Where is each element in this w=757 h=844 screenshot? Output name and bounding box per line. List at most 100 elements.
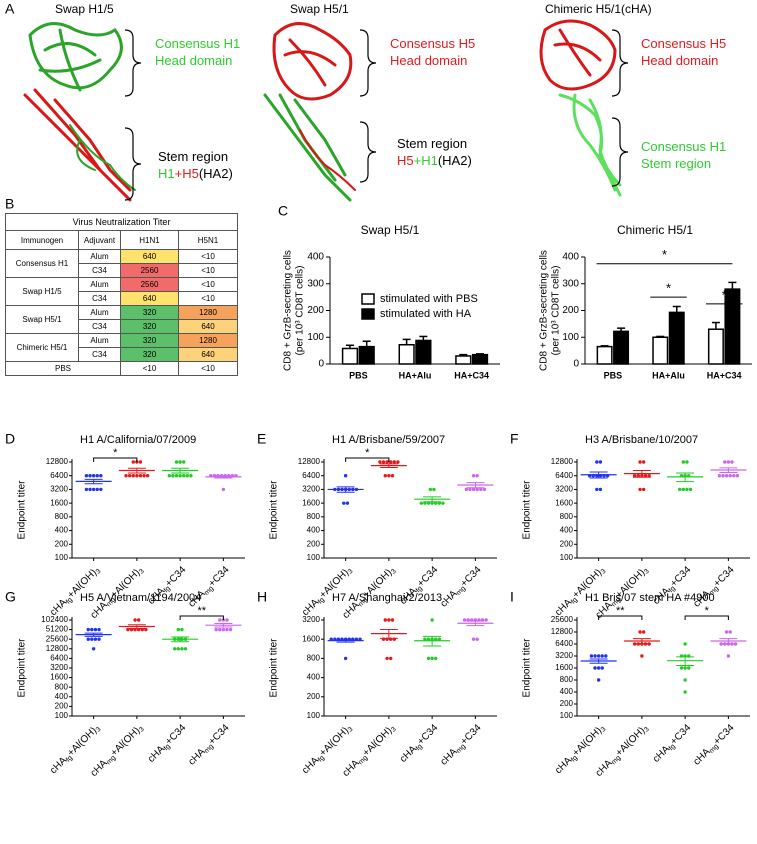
structure-label: Consensus H5 xyxy=(390,36,475,51)
data-point xyxy=(437,637,442,641)
data-point xyxy=(385,460,389,464)
y-tick-label: 25600 xyxy=(551,615,574,624)
legend-label: stimulated with HA xyxy=(380,308,472,320)
data-point xyxy=(641,487,646,492)
header-row: Immunogen Adjuvant H1N1 H5N1 xyxy=(5,230,238,250)
adjuvant-cell: C34 xyxy=(78,319,121,334)
label-part: +C34 xyxy=(415,564,440,589)
data-point xyxy=(185,474,190,478)
label-part: fg xyxy=(570,597,579,606)
y-tick-label: 400 xyxy=(307,673,321,682)
data-point xyxy=(426,656,431,661)
y-tick-label: 3200 xyxy=(555,651,573,660)
data-point xyxy=(638,487,642,492)
y-axis-label: Endpoint titer xyxy=(522,638,533,698)
y-axis-label: CD8 + GrzB-secreting cells xyxy=(283,250,294,371)
bar xyxy=(668,311,685,365)
protein-stem xyxy=(558,93,622,197)
bar xyxy=(471,353,489,365)
label-part: 3 xyxy=(643,568,651,576)
y-tick-label: 400 xyxy=(307,526,321,535)
data-point xyxy=(600,666,604,670)
data-point xyxy=(423,637,427,641)
data-point xyxy=(638,460,642,464)
y-tick-label: 200 xyxy=(55,702,69,711)
y-tick-label: 1600 xyxy=(302,634,320,643)
protein-head xyxy=(28,22,123,92)
data-point xyxy=(93,637,98,641)
data-point xyxy=(462,618,467,622)
structure-label: Stem region xyxy=(641,156,711,171)
chart-title: H1 A/Brisbane/59/2007 xyxy=(332,434,445,446)
panel-letter: B xyxy=(5,196,14,212)
structure-label: Consensus H1 xyxy=(155,36,240,51)
structure-label: Consensus H1 xyxy=(641,139,726,154)
chart-title: Chimeric H5/1 xyxy=(617,223,693,237)
label-part: 3 xyxy=(347,568,355,576)
adjuvant-cell: Alum xyxy=(78,305,121,320)
data-point xyxy=(724,630,729,634)
data-point xyxy=(88,487,92,492)
data-point xyxy=(387,618,391,622)
structure-label: Consensus H5 xyxy=(641,36,726,51)
column-header: Adjuvant xyxy=(78,230,121,250)
protein-stem xyxy=(263,93,352,202)
data-point xyxy=(138,474,143,478)
structure-title: Swap H1/5 xyxy=(55,2,114,16)
data-point xyxy=(598,487,603,492)
panel-letter: F xyxy=(510,431,519,447)
data-point xyxy=(723,460,727,464)
data-point xyxy=(728,630,732,634)
data-point xyxy=(484,618,488,622)
y-tick-label: 0 xyxy=(573,359,579,370)
data-point xyxy=(479,487,483,492)
label-segment: Stem region xyxy=(641,156,711,171)
label-segment: Stem region xyxy=(397,136,467,151)
data-point xyxy=(726,654,731,658)
structure-label: Stem region xyxy=(158,149,228,164)
data-point xyxy=(99,474,103,478)
label-part: +Al(OH) xyxy=(614,725,648,759)
label-part: fg xyxy=(163,585,172,594)
data-point xyxy=(387,474,391,478)
data-point xyxy=(426,501,431,505)
label-part: fg xyxy=(65,755,74,764)
data-point xyxy=(726,460,731,464)
adjuvant-cell: Alum xyxy=(78,333,121,348)
adjuvant-cell: C34 xyxy=(78,263,121,278)
label-part: +C34 xyxy=(206,564,231,589)
data-point xyxy=(378,460,382,464)
table-row: Consensus H1 Alum 640 <10 xyxy=(5,249,238,278)
y-axis-label: (per 10³ CD8T cells) xyxy=(295,266,306,356)
label-part: mg xyxy=(358,597,370,609)
titer-cell: 640 xyxy=(178,319,238,334)
data-point xyxy=(717,474,722,478)
label-part: +Al(OH) xyxy=(361,725,395,759)
data-point xyxy=(183,647,188,651)
data-point xyxy=(593,654,597,658)
y-tick-label: 400 xyxy=(55,526,69,535)
y-tick-label: 1600 xyxy=(302,498,320,507)
y-axis-label: CD8 + GrzB-secreting cells xyxy=(539,250,550,371)
structure-title: Swap H5/1 xyxy=(290,2,349,16)
label-part: +C34 xyxy=(668,722,693,747)
data-point xyxy=(434,501,438,505)
label-part: fg xyxy=(668,743,677,752)
label-part: 3 xyxy=(600,726,608,734)
data-point xyxy=(437,501,442,505)
label-part: +C34 xyxy=(458,564,483,589)
x-tick-label: HA+C34 xyxy=(454,370,489,380)
data-point xyxy=(136,618,141,622)
label-part: 3 xyxy=(643,726,651,734)
structure-label: Head domain xyxy=(390,53,467,68)
data-point xyxy=(679,666,684,670)
data-point xyxy=(685,487,689,492)
bracket xyxy=(359,29,377,97)
bar xyxy=(358,345,375,365)
titer-cell: 640 xyxy=(120,249,179,264)
label-part: +Al(OH) xyxy=(570,725,604,759)
table-row: C34 2560 <10 xyxy=(6,263,238,278)
data-point xyxy=(638,630,642,634)
data-point xyxy=(683,642,687,646)
structure-label: Head domain xyxy=(155,53,232,68)
